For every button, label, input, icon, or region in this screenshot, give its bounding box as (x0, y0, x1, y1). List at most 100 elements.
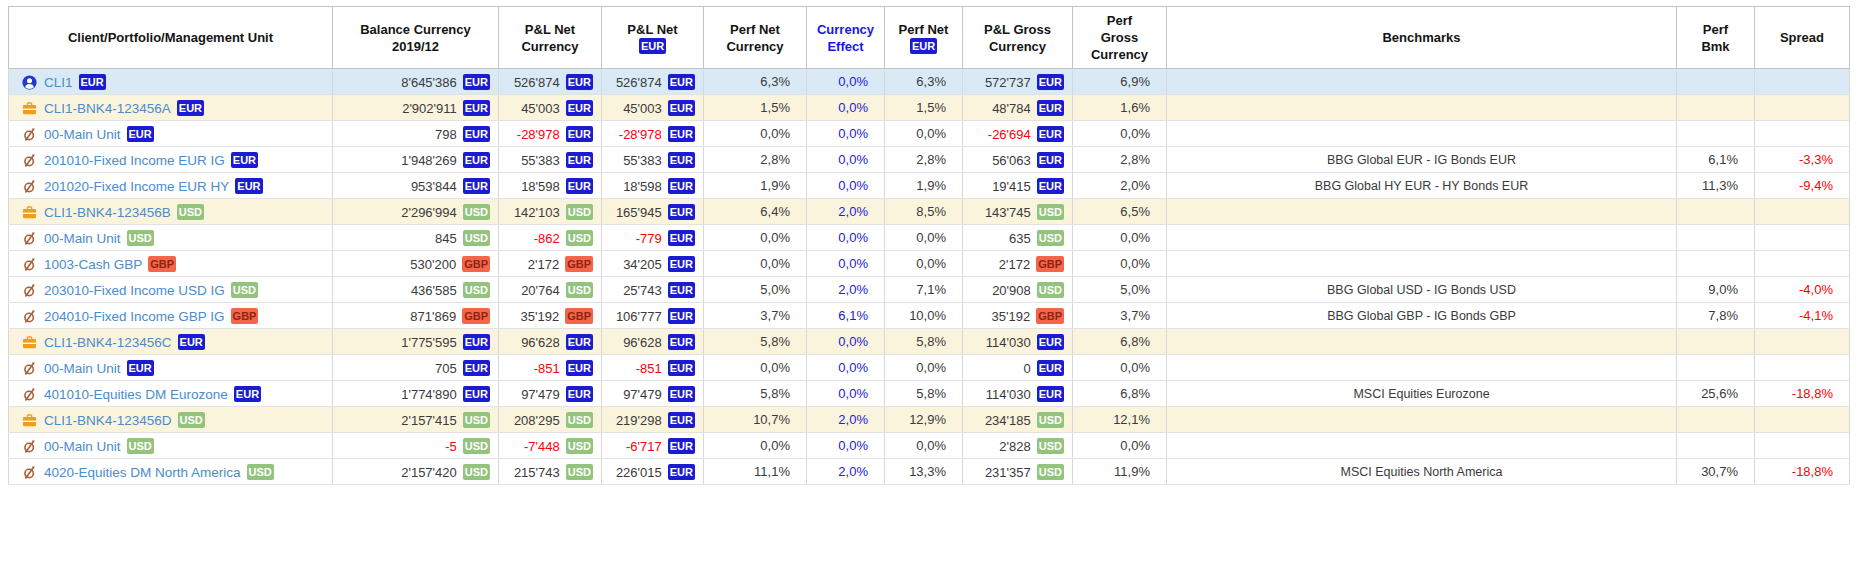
management-unit-icon (22, 309, 37, 324)
briefcase-icon (22, 101, 37, 116)
cell-perf-gross-currency: 11,9% (1073, 459, 1167, 485)
cell-pl-net-eur: 219'298EUR (602, 407, 704, 433)
cell-value: 18'598 (623, 179, 662, 194)
cell-perf-gross-currency: 5,0% (1073, 277, 1167, 303)
cell-value: 1'775'595 (401, 335, 457, 350)
row-label-cell[interactable]: 4020-Equities DM North AmericaUSD (9, 459, 333, 485)
column-header-perf-net-eur[interactable]: Perf NetEUR (885, 7, 963, 69)
column-header-perf-net-currency[interactable]: Perf NetCurrency (704, 7, 807, 69)
column-header-pl-gross-currency[interactable]: P&L GrossCurrency (963, 7, 1073, 69)
row-label: 00-Main Unit (44, 439, 121, 454)
cell-pl-gross-currency: 20'908USD (963, 277, 1073, 303)
column-header-balance[interactable]: Balance Currency2019/12 (333, 7, 499, 69)
currency-badge-eur: EUR (668, 100, 695, 116)
cell-perf-bmk: 9,0% (1677, 277, 1755, 303)
cell-value: 0,0% (916, 360, 946, 375)
column-header-label: P&L Gross (967, 21, 1068, 38)
cell-value: 0,0% (838, 438, 868, 453)
cell-perf-bmk (1677, 251, 1755, 277)
row-label: 4020-Equities DM North America (44, 465, 241, 480)
cell-perf-net-eur: 7,1% (885, 277, 963, 303)
row-label-cell[interactable]: 00-Main UnitEUR (9, 121, 333, 147)
currency-badge-usd: USD (463, 412, 490, 428)
currency-badge-eur: EUR (1037, 334, 1064, 350)
cell-value: -5 (445, 439, 457, 454)
cell-value: 13,3% (909, 464, 946, 479)
column-header-perf-gross-currency[interactable]: PerfGrossCurrency (1073, 7, 1167, 69)
user-icon (22, 75, 37, 90)
currency-badge-usd: USD (566, 464, 593, 480)
row-label: 00-Main Unit (44, 231, 121, 246)
row-label-cell[interactable]: 203010-Fixed Income USD IGUSD (9, 277, 333, 303)
currency-badge-eur: EUR (668, 126, 695, 142)
cell-perf-net-eur: 12,9% (885, 407, 963, 433)
table-row-portfolio: CLI1-BNK4-123456AEUR2'902'911EUR45'003EU… (9, 95, 1850, 121)
column-header-label: 2019/12 (337, 38, 494, 55)
cell-perf-net-currency: 5,8% (704, 381, 807, 407)
cell-value: 35'192 (521, 309, 560, 324)
column-header-pl-net-currency[interactable]: P&L NetCurrency (499, 7, 602, 69)
cell-spread: -4,0% (1755, 277, 1850, 303)
column-header-pl-net-eur[interactable]: P&L NetEUR (602, 7, 704, 69)
row-label-cell[interactable]: 201010-Fixed Income EUR IGEUR (9, 147, 333, 173)
cell-value: 1,5% (760, 100, 790, 115)
cell-value: 9,0% (1708, 282, 1738, 297)
column-header-benchmark[interactable]: Benchmarks (1167, 7, 1677, 69)
table-row-unit: 201010-Fixed Income EUR IGEUR1'948'269EU… (9, 147, 1850, 173)
column-header-currency-effect[interactable]: CurrencyEffect (807, 7, 885, 69)
row-label-cell[interactable]: CLI1-BNK4-123456BUSD (9, 199, 333, 225)
cell-value: 0,0% (1120, 230, 1150, 245)
row-label-cell[interactable]: CLI1EUR (9, 69, 333, 95)
cell-value: 8'645'386 (401, 75, 457, 90)
management-unit-icon (22, 231, 37, 246)
cell-perf-bmk (1677, 69, 1755, 95)
cell-perf-net-eur: 1,9% (885, 173, 963, 199)
currency-badge-gbp: GBP (1036, 308, 1064, 324)
table-row-unit: 204010-Fixed Income GBP IGGBP871'869GBP 3… (9, 303, 1850, 329)
cell-value: -4,1% (1799, 308, 1833, 323)
column-header-perf-bmk[interactable]: PerfBmk (1677, 7, 1755, 69)
cell-value: -18,8% (1792, 464, 1833, 479)
row-label-cell[interactable]: 401010-Equities DM EurozoneEUR (9, 381, 333, 407)
cell-value: 1,9% (760, 178, 790, 193)
benchmark-name: BBG Global USD - IG Bonds USD (1327, 283, 1516, 297)
management-unit-icon (22, 439, 37, 454)
cell-perf-net-currency: 11,1% (704, 459, 807, 485)
column-header-label: P&L Net (503, 21, 597, 38)
cell-benchmark: MSCI Equities North America (1167, 459, 1677, 485)
cell-value: -862 (534, 231, 560, 246)
currency-badge-eur: EUR (910, 38, 937, 54)
row-label-cell[interactable]: 00-Main UnitUSD (9, 433, 333, 459)
cell-value: -851 (636, 361, 662, 376)
cell-spread (1755, 121, 1850, 147)
cell-value: 6,3% (760, 74, 790, 89)
column-header-spread[interactable]: Spread (1755, 7, 1850, 69)
row-label-cell[interactable]: 00-Main UnitEUR (9, 355, 333, 381)
cell-balance: 871'869GBP (333, 303, 499, 329)
cell-value: 10,7% (753, 412, 790, 427)
cell-pl-net-currency: 18'598EUR (499, 173, 602, 199)
cell-value: 5,8% (916, 334, 946, 349)
currency-badge-eur: EUR (127, 360, 154, 376)
row-label-cell[interactable]: 1003-Cash GBPGBP (9, 251, 333, 277)
row-label-cell[interactable]: CLI1-BNK4-123456CEUR (9, 329, 333, 355)
column-header-name[interactable]: Client/Portfolio/Management Unit (9, 7, 333, 69)
cell-value: 0 (1024, 361, 1031, 376)
benchmark-name: BBG Global HY EUR - HY Bonds EUR (1315, 179, 1529, 193)
cell-value: 0,0% (838, 74, 868, 89)
cell-pl-net-currency: -862USD (499, 225, 602, 251)
cell-value: 106'777 (616, 309, 662, 324)
currency-badge-usd: USD (463, 438, 490, 454)
row-label-cell[interactable]: 00-Main UnitUSD (9, 225, 333, 251)
cell-pl-net-eur: 106'777EUR (602, 303, 704, 329)
cell-value: 635 (1009, 231, 1031, 246)
cell-pl-net-currency: 45'003EUR (499, 95, 602, 121)
row-label-cell[interactable]: CLI1-BNK4-123456DUSD (9, 407, 333, 433)
row-label-cell[interactable]: 204010-Fixed Income GBP IGGBP (9, 303, 333, 329)
cell-value: 6,4% (760, 204, 790, 219)
row-label-cell[interactable]: 201020-Fixed Income EUR HYEUR (9, 173, 333, 199)
row-label-cell[interactable]: CLI1-BNK4-123456AEUR (9, 95, 333, 121)
cell-pl-net-currency: 20'764USD (499, 277, 602, 303)
cell-value: 55'383 (623, 153, 662, 168)
currency-badge-eur: EUR (234, 386, 261, 402)
